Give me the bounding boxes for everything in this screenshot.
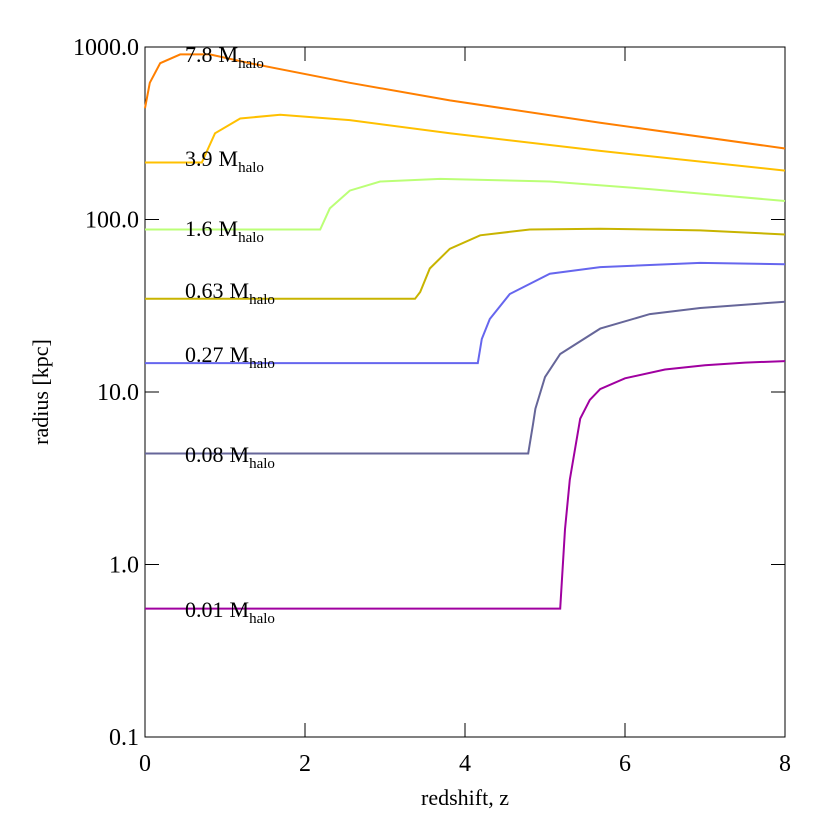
series-line	[145, 300, 786, 455]
series-label: 7.8 Mhalo	[185, 42, 264, 72]
series-subscript: halo	[249, 611, 275, 627]
x-tick-label: 8	[779, 751, 791, 777]
y-tick-label: 1.0	[109, 553, 139, 579]
series-subscript: halo	[238, 230, 264, 246]
series-label: 3.9 Mhalo	[185, 146, 264, 176]
series-name: 0.08	[185, 442, 224, 467]
series-name: 0.27	[185, 342, 224, 367]
series-line	[145, 261, 786, 365]
series-name: 0.63	[185, 278, 224, 303]
series-subscript: halo	[238, 160, 264, 176]
y-tick-label: 10.0	[97, 380, 139, 406]
series-line	[145, 177, 786, 231]
series-unit: M	[230, 342, 250, 367]
x-axis-label: redshift, z	[421, 785, 509, 810]
x-tick-label: 4	[459, 751, 471, 777]
x-tick-label: 6	[619, 751, 631, 777]
series-subscript: halo	[249, 292, 275, 308]
series-subscript: halo	[249, 456, 275, 472]
x-tick-label: 0	[139, 751, 151, 777]
series-unit: M	[230, 278, 250, 303]
series-label: 0.27 Mhalo	[185, 342, 275, 372]
y-tick-label: 1000.0	[73, 35, 139, 61]
series-line	[144, 53, 786, 150]
x-tick-label: 2	[299, 751, 311, 777]
series-label: 0.08 Mhalo	[185, 442, 275, 472]
series-label: 1.6 Mhalo	[185, 216, 264, 246]
series-name: 3.9	[185, 146, 213, 171]
series-subscript: halo	[238, 56, 264, 72]
plot-frame	[144, 46, 786, 738]
series-name: 7.8	[185, 42, 213, 67]
series-subscript: halo	[249, 356, 275, 372]
series-unit: M	[219, 42, 239, 67]
series-line	[145, 113, 786, 172]
y-tick-label: 0.1	[109, 725, 139, 751]
y-tick-label: 100.0	[85, 208, 139, 234]
series-label: 0.01 Mhalo	[185, 597, 275, 627]
series-unit: M	[219, 216, 239, 241]
series-label: 0.63 Mhalo	[185, 278, 275, 308]
series-name: 1.6	[185, 216, 213, 241]
series-line	[145, 360, 786, 610]
series-unit: M	[219, 146, 239, 171]
series-unit: M	[230, 442, 250, 467]
series-line	[145, 227, 786, 300]
series-unit: M	[230, 597, 250, 622]
y-axis-label: radius [kpc]	[28, 339, 53, 445]
series-name: 0.01	[185, 597, 224, 622]
